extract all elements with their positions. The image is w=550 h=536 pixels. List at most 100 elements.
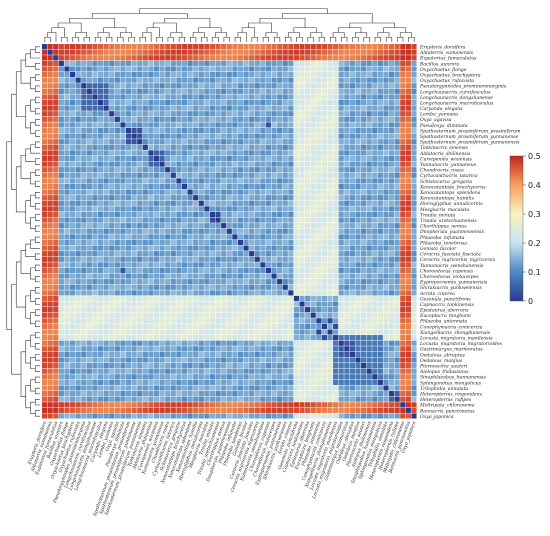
heatmap-cell (305, 206, 311, 212)
heatmap-cell (159, 228, 165, 234)
heatmap-cell (92, 312, 98, 318)
heatmap-cell (361, 99, 367, 106)
heatmap-cell (282, 116, 288, 122)
heatmap-cell (394, 44, 400, 50)
heatmap-cell (405, 200, 411, 206)
heatmap-cell (165, 256, 171, 262)
heatmap-cell (221, 172, 227, 178)
heatmap-cell (243, 223, 249, 229)
heatmap-cell (333, 307, 339, 313)
heatmap-cell (282, 178, 288, 184)
heatmap-cell (103, 94, 109, 100)
heatmap-cell (131, 374, 137, 380)
dendrogram-branch (234, 36, 241, 42)
dendrogram-top (44, 8, 415, 42)
heatmap-cell (366, 307, 372, 313)
heatmap-cell (137, 413, 143, 419)
heatmap-cell (249, 217, 255, 223)
heatmap-cell (53, 228, 59, 234)
heatmap-cell (411, 312, 417, 318)
heatmap-cell (114, 251, 120, 257)
heatmap-cell (316, 228, 322, 234)
heatmap-cell (249, 94, 255, 100)
heatmap-cell (109, 318, 115, 324)
heatmap-cell (293, 407, 300, 413)
heatmap-cell (232, 223, 238, 229)
heatmap-cell (81, 71, 87, 78)
heatmap-cell (293, 267, 300, 274)
heatmap-cell (92, 368, 98, 374)
heatmap-cell (344, 223, 350, 229)
heatmap-cell (181, 245, 188, 251)
heatmap-cell (42, 262, 48, 268)
heatmap-cell (131, 402, 137, 408)
heatmap-cell (86, 116, 92, 122)
heatmap-cell (153, 116, 160, 122)
dendrogram-branch (397, 36, 404, 42)
heatmap-cell (153, 385, 160, 391)
heatmap-cell (131, 55, 137, 61)
heatmap-cell (97, 307, 104, 313)
heatmap-cell (377, 301, 383, 307)
heatmap-cell (64, 122, 70, 128)
heatmap-cell (389, 49, 395, 55)
heatmap-cell (305, 391, 311, 397)
dendrogram-branch (142, 32, 152, 42)
heatmap-cell (349, 44, 355, 50)
heatmap-cell (232, 256, 238, 262)
heatmap-cell (383, 88, 389, 94)
heatmap-cell (249, 49, 255, 55)
heatmap-cell (237, 155, 244, 162)
heatmap-cell (260, 363, 266, 369)
heatmap-cell (254, 122, 260, 128)
heatmap-cell (221, 363, 227, 369)
heatmap-cell (148, 239, 154, 246)
heatmap-cell (389, 60, 395, 66)
heatmap-cell (260, 83, 266, 89)
heatmap-cell (288, 407, 294, 413)
heatmap-cell (243, 234, 249, 240)
heatmap-cell (120, 195, 126, 201)
heatmap-cell (316, 127, 322, 134)
heatmap-cell (271, 374, 277, 380)
heatmap-cell (64, 195, 70, 201)
heatmap-cell (47, 245, 53, 251)
heatmap-cell (148, 340, 154, 346)
heatmap-cell (125, 245, 132, 251)
heatmap-cell (243, 318, 249, 324)
heatmap-cell (58, 368, 64, 374)
heatmap-cell (181, 122, 188, 128)
heatmap-cell (81, 379, 87, 385)
heatmap-cell (125, 295, 132, 302)
heatmap-cell (69, 312, 76, 318)
heatmap-cell (400, 88, 406, 94)
heatmap-cell (383, 262, 389, 268)
heatmap-cell (349, 189, 355, 195)
heatmap-cell (327, 183, 333, 190)
heatmap-cell (282, 385, 288, 391)
heatmap-cell (176, 200, 182, 206)
heatmap-cell (215, 183, 221, 190)
heatmap-cell (170, 329, 176, 335)
heatmap-cell (237, 161, 244, 167)
heatmap-cell (249, 161, 255, 167)
heatmap-cell (394, 133, 400, 139)
heatmap-cell (316, 318, 322, 324)
heatmap-cell (209, 144, 216, 150)
dendrogram-branch (34, 63, 40, 70)
heatmap-cell (103, 335, 109, 341)
heatmap-cell (249, 295, 255, 302)
heatmap-cell (243, 122, 249, 128)
heatmap-cell (148, 223, 154, 229)
heatmap-cell (204, 161, 210, 167)
dendrogram-branch (34, 180, 40, 188)
heatmap-cell (232, 329, 238, 335)
heatmap-cell (170, 189, 176, 195)
heatmap-cell (344, 323, 350, 329)
heatmap-cell (97, 368, 104, 374)
heatmap-cell (282, 150, 288, 156)
heatmap-cell (249, 122, 255, 128)
dendrogram-branch (34, 130, 40, 137)
heatmap-cell (53, 206, 59, 212)
heatmap-cell (372, 66, 378, 72)
